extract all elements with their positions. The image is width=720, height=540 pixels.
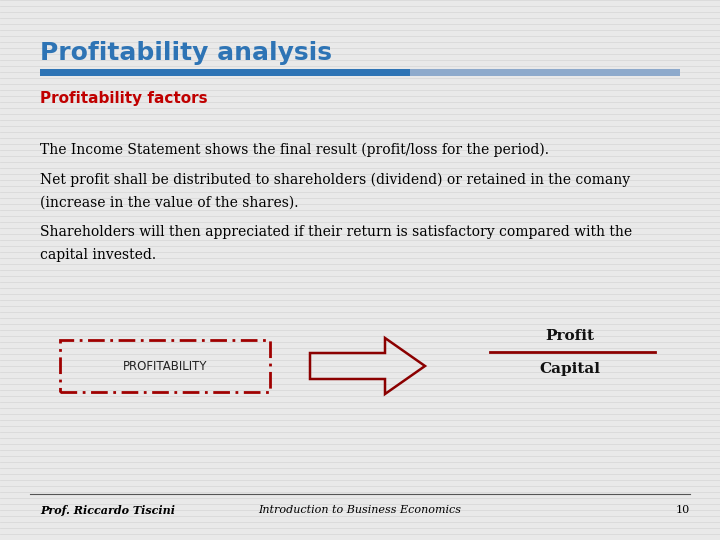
Bar: [60, 340, 270, 392]
Text: Profitability analysis: Profitability analysis: [40, 41, 332, 65]
Text: Introduction to Business Economics: Introduction to Business Economics: [258, 505, 462, 515]
Text: PROFITABILITY: PROFITABILITY: [122, 360, 207, 373]
Text: Profit: Profit: [546, 329, 595, 343]
Text: The Income Statement shows the final result (profit/loss for the period).: The Income Statement shows the final res…: [40, 143, 549, 157]
Text: 10: 10: [676, 505, 690, 515]
Text: Capital: Capital: [539, 362, 600, 376]
Text: Prof. Riccardo Tiscini: Prof. Riccardo Tiscini: [40, 504, 175, 516]
Text: Profitability factors: Profitability factors: [40, 91, 207, 105]
Text: Shareholders will then appreciated if their return is satisfactory compared with: Shareholders will then appreciated if th…: [40, 225, 632, 239]
Bar: [410, 69, 680, 76]
Text: capital invested.: capital invested.: [40, 248, 156, 262]
Text: Net profit shall be distributed to shareholders (dividend) or retained in the co: Net profit shall be distributed to share…: [40, 173, 630, 187]
Text: (increase in the value of the shares).: (increase in the value of the shares).: [40, 196, 299, 210]
Bar: [40, 69, 410, 76]
